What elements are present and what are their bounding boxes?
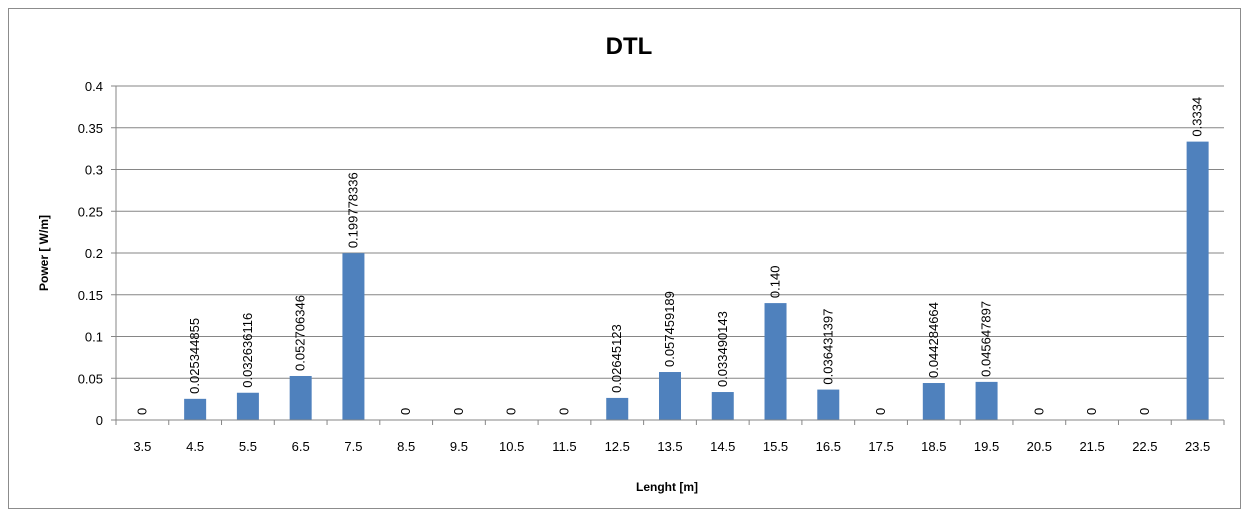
x-tick-label: 18.5 [921,439,946,454]
x-tick-label: 9.5 [450,439,468,454]
y-tick-label: 0.1 [85,330,103,345]
data-label: 0.057459189 [662,291,677,367]
x-tick-label: 23.5 [1185,439,1210,454]
x-tick-label: 6.5 [292,439,310,454]
data-label: 0 [504,408,519,415]
y-tick-label: 0.25 [78,204,103,219]
bar [342,253,365,420]
x-tick-label: 7.5 [344,439,362,454]
x-tick-label: 22.5 [1132,439,1157,454]
data-label: 0 [451,408,466,415]
y-tick-label: 0.35 [78,121,103,136]
x-tick-label: 10.5 [499,439,524,454]
y-tick-label: 0.2 [85,246,103,261]
data-label: 0 [398,408,413,415]
data-label: 0 [1084,408,1099,415]
bar [764,303,787,420]
data-label: 0.140 [768,266,783,299]
x-tick-label: 17.5 [868,439,893,454]
x-tick-label: 3.5 [133,439,151,454]
bar [606,397,629,420]
x-tick-label: 15.5 [763,439,788,454]
data-label: 0 [556,408,571,415]
x-tick-label: 21.5 [1079,439,1104,454]
x-tick-label: 11.5 [552,439,576,454]
bar [236,392,259,420]
y-axis-title: Power [ W/m] [37,215,51,291]
y-tick-label: 0.3 [85,163,103,178]
bar [1186,141,1209,420]
x-tick-label: 19.5 [974,439,999,454]
x-tick-label: 12.5 [605,439,630,454]
data-label: 0.033490143 [715,311,730,387]
data-label: 0.025344855 [187,318,202,394]
data-label: 0 [1137,408,1152,415]
x-tick-label: 13.5 [657,439,682,454]
bar [184,398,207,420]
bar [817,389,840,420]
bar [922,383,945,420]
bars-layer [184,141,1209,420]
bar [659,372,681,420]
x-axis-title: Lenght [m] [636,480,698,494]
data-label: 0.045647897 [979,301,994,377]
x-tick-label: 8.5 [397,439,415,454]
y-tick-label: 0.05 [78,371,103,386]
data-label: 0 [1031,408,1046,415]
data-label: 0.036431397 [820,309,835,385]
x-tick-label: 14.5 [710,439,735,454]
bar [975,381,998,420]
y-tick-label: 0.15 [78,288,103,303]
x-tick-label: 4.5 [186,439,204,454]
bar [711,392,734,420]
x-tick-label: 5.5 [239,439,257,454]
data-label: 0.02645123 [609,324,624,393]
x-tick-label: 20.5 [1027,439,1052,454]
bar [289,375,312,420]
y-tick-label: 0.4 [85,79,103,94]
data-label: 0 [873,408,888,415]
data-label: 0.052706346 [293,295,308,371]
data-label: 0.3334 [1190,97,1205,137]
y-tick-label: 0 [96,413,103,428]
chart-frame [8,8,1241,509]
axis-layer: 0 0.05 0.1 0.15 0.2 0.25 0.3 0.35 0.4 [78,79,1225,428]
data-label: 0.199778336 [345,172,360,248]
chart-title: DTL [606,33,653,60]
labels-layer: 3.5 0 4.5 0.025344855 5.5 0.032636116 6.5 0.052… [133,97,1210,454]
data-label: 0 [134,408,149,415]
data-label: 0.032636116 [240,313,255,388]
data-label: 0.044284664 [926,302,941,378]
x-tick-label: 16.5 [816,439,841,454]
